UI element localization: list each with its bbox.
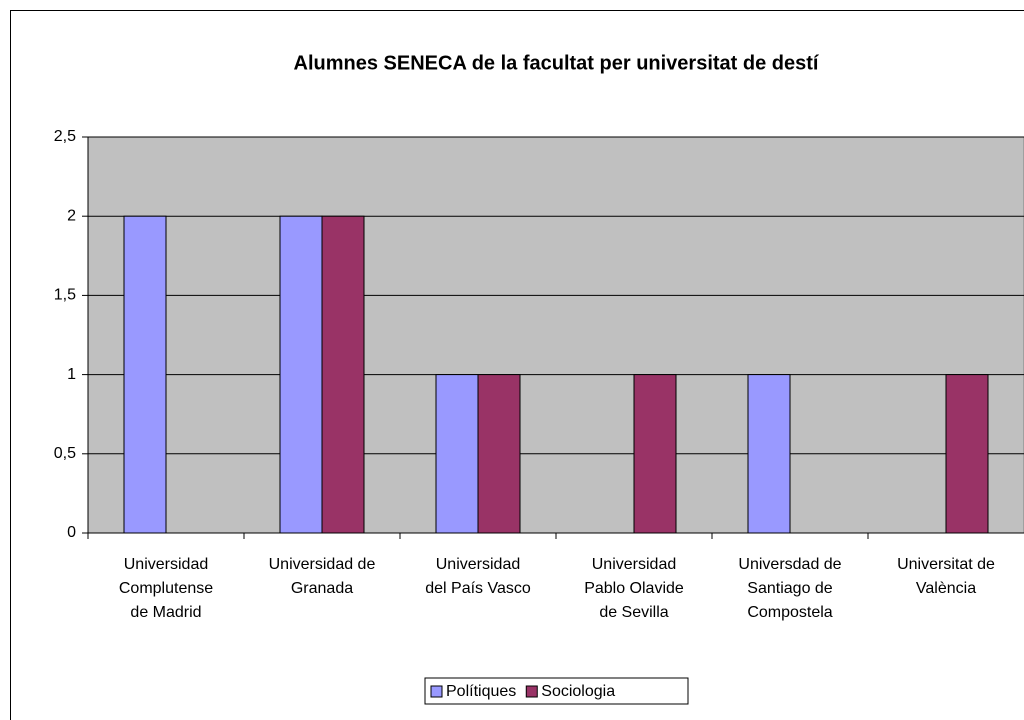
chart-title: Alumnes SENECA de la facultat per univer…	[294, 52, 820, 74]
y-tick-label: 1	[67, 366, 76, 383]
y-tick-label: 2	[67, 207, 76, 224]
bar	[477, 374, 521, 534]
bar	[279, 215, 323, 534]
x-tick-label: Universidad	[436, 556, 520, 573]
legend-swatch	[430, 685, 443, 698]
x-tick-label: Pablo Olavide	[584, 580, 684, 597]
x-tick-label: Universdad de	[738, 556, 841, 573]
bar	[945, 374, 989, 534]
y-tick-label: 1,5	[54, 287, 76, 304]
x-tick-label: Granada	[291, 580, 353, 597]
y-tick-label: 0,5	[54, 445, 76, 462]
legend-label: Polítiques	[446, 683, 516, 700]
x-tick-label: Universitat de	[897, 556, 995, 573]
bar	[435, 374, 479, 534]
x-tick-label: Universidad	[124, 556, 208, 573]
x-tick-label: Compostela	[747, 604, 832, 621]
x-tick-label: de Sevilla	[599, 604, 668, 621]
x-tick-label: València	[916, 580, 976, 597]
legend-box	[424, 677, 689, 705]
legend-label: Sociologia	[541, 683, 615, 700]
bar	[747, 374, 791, 534]
x-tick-label: Complutense	[119, 580, 213, 597]
plot-area	[87, 136, 1024, 534]
x-tick-label: Santiago de	[747, 580, 833, 597]
bar	[633, 374, 677, 534]
x-tick-label: del País Vasco	[425, 580, 531, 597]
legend-swatch	[525, 685, 538, 698]
x-tick-label: Universidad	[592, 556, 676, 573]
x-tick-label: Universidad de	[269, 556, 376, 573]
bar	[123, 215, 167, 534]
x-tick-label: de Madrid	[130, 604, 201, 621]
y-tick-label: 0	[67, 524, 76, 541]
y-tick-label: 2,5	[54, 128, 76, 145]
bar	[321, 215, 365, 534]
